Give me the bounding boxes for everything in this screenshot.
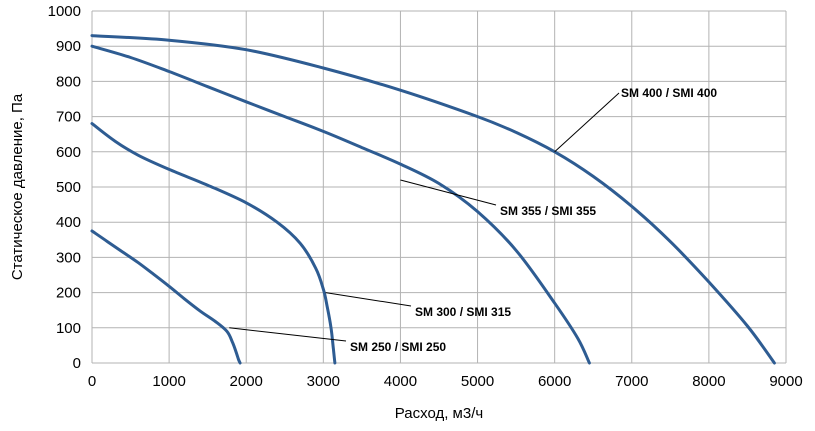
- y-tick-label: 800: [56, 73, 81, 90]
- y-tick-label: 600: [56, 144, 81, 161]
- x-tick-label: 0: [88, 373, 96, 390]
- y-tick-label: 100: [56, 320, 81, 337]
- y-tick-label: 700: [56, 109, 81, 126]
- x-tick-label: 1000: [152, 373, 185, 390]
- sm-250-curve: [90, 229, 242, 365]
- y-tick-label: 500: [56, 179, 81, 196]
- sm-355-curve: [90, 44, 591, 365]
- y-tick-label: 300: [56, 249, 81, 266]
- annotation-leader-line: [229, 327, 347, 342]
- x-tick-label: 4000: [384, 373, 417, 390]
- x-tick-label: 8000: [692, 373, 725, 390]
- annotation-leader-line: [400, 179, 497, 206]
- annotation-label: SM 355 / SMI 355: [500, 204, 596, 218]
- annotation-leader-line: [325, 292, 412, 307]
- x-tick-label: 9000: [769, 373, 802, 390]
- annotation-label: SM 400 / SMI 400: [621, 86, 717, 100]
- y-tick-label: 0: [73, 355, 81, 372]
- x-tick-label: 2000: [230, 373, 263, 390]
- sm-400-curve: [90, 34, 776, 365]
- y-tick-label: 900: [56, 38, 81, 55]
- annotation-label: SM 250 / SMI 250: [350, 340, 446, 354]
- y-tick-label: 400: [56, 214, 81, 231]
- x-axis-title: Расход, м3/ч: [395, 405, 483, 422]
- y-tick-label: 1000: [48, 3, 81, 20]
- annotation-leader-line: [554, 92, 620, 153]
- y-tick-label: 200: [56, 285, 81, 302]
- x-tick-label: 6000: [538, 373, 571, 390]
- x-tick-label: 3000: [307, 373, 340, 390]
- sm-300-curve: [90, 122, 337, 365]
- x-tick-label: 7000: [615, 373, 648, 390]
- x-tick-label: 5000: [461, 373, 494, 390]
- annotation-label: SM 300 / SMI 315: [415, 305, 511, 319]
- y-axis-title: Статическое давление, Па: [9, 93, 26, 280]
